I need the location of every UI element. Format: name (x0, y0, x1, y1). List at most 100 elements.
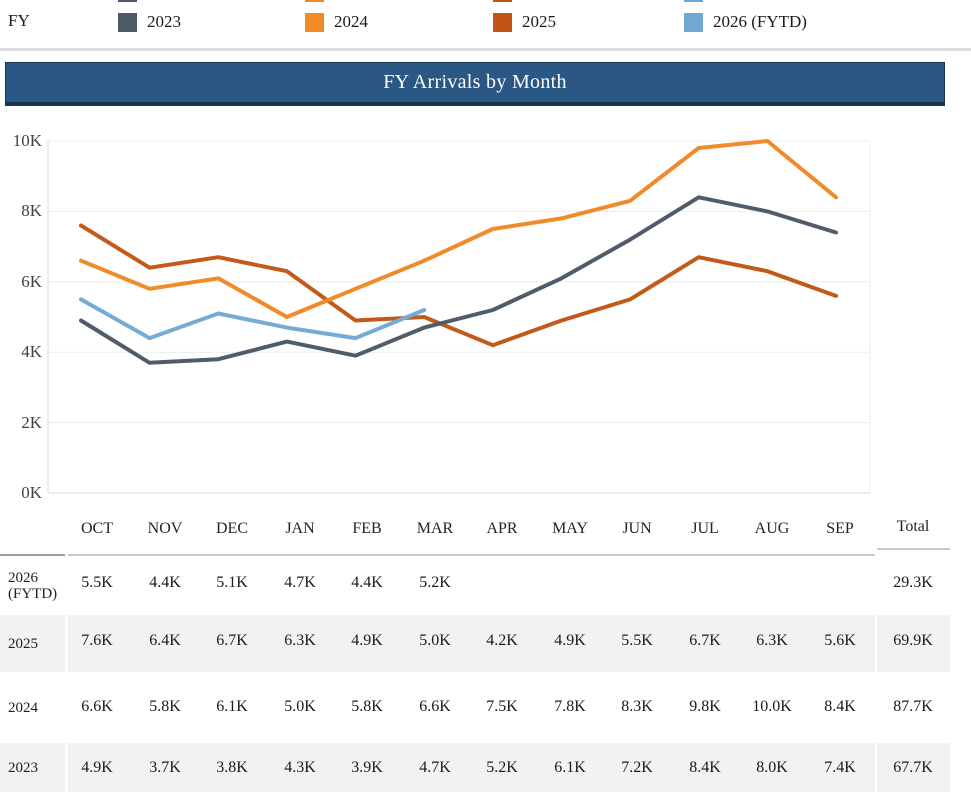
table-cell[interactable]: 8.4K (824, 698, 856, 715)
table-cell[interactable]: 5.5K (81, 574, 113, 591)
table-cell[interactable]: 3.9K (351, 759, 383, 776)
column-header-total[interactable]: Total (896, 518, 930, 535)
row-stripe (68, 743, 875, 792)
column-header-jul[interactable]: JUL (691, 520, 719, 537)
row-label-2026-fytd[interactable]: 2026 (FYTD) (8, 569, 58, 602)
table-cell-total[interactable]: 67.7K (893, 759, 933, 776)
table-cell-total[interactable]: 69.9K (893, 632, 933, 649)
table-cell-total[interactable]: 87.7K (893, 698, 933, 715)
legend-item-2023[interactable]: 2023 (118, 12, 181, 32)
table-cell[interactable]: 4.7K (284, 574, 316, 591)
legend-peek-strip (118, 0, 137, 2)
table-cell[interactable]: 8.4K (689, 759, 721, 776)
table-cell[interactable]: 6.6K (81, 698, 113, 715)
legend-item-2025[interactable]: 2025 (493, 12, 556, 32)
row-stripe (0, 743, 65, 792)
legend-swatch-icon (305, 12, 324, 32)
table-cell[interactable]: 7.8K (554, 698, 586, 715)
table-cell[interactable]: 4.9K (81, 759, 113, 776)
table-cell[interactable]: 4.9K (554, 632, 586, 649)
table-cell[interactable]: 10.0K (752, 698, 792, 715)
column-header-dec[interactable]: DEC (216, 520, 248, 537)
column-header-nov[interactable]: NOV (147, 520, 183, 537)
table-cell[interactable]: 4.4K (149, 574, 181, 591)
table-cell[interactable]: 8.0K (756, 759, 788, 776)
table-cell[interactable]: 5.6K (824, 632, 856, 649)
legend-swatch-icon (118, 12, 137, 32)
table-cell[interactable]: 7.2K (621, 759, 653, 776)
table-cell[interactable]: 7.5K (486, 698, 518, 715)
column-header-may[interactable]: MAY (552, 520, 588, 537)
chart-line-2024[interactable] (79, 139, 838, 319)
table-cell[interactable]: 7.6K (81, 632, 113, 649)
chart-line-2025[interactable] (79, 223, 838, 348)
table-cell[interactable]: 4.7K (419, 759, 451, 776)
table-cell[interactable]: 6.7K (689, 632, 721, 649)
table-cell[interactable]: 7.4K (824, 759, 856, 776)
table-cell[interactable]: 5.2K (419, 574, 451, 591)
legend-swatch-icon (684, 12, 703, 32)
table-cell[interactable]: 6.7K (216, 632, 248, 649)
table-cell[interactable]: 6.3K (284, 632, 316, 649)
table-cell[interactable]: 6.4K (149, 632, 181, 649)
legend-peek-strip (305, 0, 324, 2)
chart-title-bar: FY Arrivals by Month (5, 62, 945, 106)
legend-item-label: 2026 (FYTD) (713, 12, 807, 31)
column-header-oct[interactable]: OCT (81, 520, 113, 537)
column-header-jun[interactable]: JUN (622, 520, 652, 537)
legend-peek-strip (684, 0, 703, 2)
column-header-sep[interactable]: SEP (826, 520, 854, 537)
table-cell[interactable]: 5.8K (149, 698, 181, 715)
chart-title: FY Arrivals by Month (383, 71, 567, 93)
table-cell[interactable]: 6.3K (756, 632, 788, 649)
row-stripe (877, 615, 950, 672)
y-axis-tick-label: 2K (21, 412, 42, 432)
table-cell[interactable]: 6.1K (554, 759, 586, 776)
column-header-feb[interactable]: FEB (352, 520, 382, 537)
table-cell[interactable]: 6.1K (216, 698, 248, 715)
legend-item-2024[interactable]: 2024 (305, 12, 368, 32)
table-cell[interactable]: 6.6K (419, 698, 451, 715)
column-header-apr[interactable]: APR (486, 520, 518, 537)
table-cell[interactable]: 3.7K (149, 759, 181, 776)
fy-legend: FY 2023 2024 2025 2026 (FYTD) (0, 0, 971, 48)
table-cell[interactable]: 5.1K (216, 574, 248, 591)
y-axis-tick-label: 8K (21, 201, 42, 221)
legend-swatch-icon (493, 12, 512, 32)
table-cell[interactable]: 5.5K (621, 632, 653, 649)
y-axis-tick-label: 0K (21, 483, 42, 502)
y-axis-tick-label: 4K (21, 342, 42, 362)
row-stripe (877, 743, 950, 792)
column-header-aug[interactable]: AUG (754, 520, 790, 537)
chart-line-2026-fytd[interactable] (79, 297, 427, 341)
table-cell[interactable]: 8.3K (621, 698, 653, 715)
table-cell[interactable]: 5.2K (486, 759, 518, 776)
table-cell-total[interactable]: 29.3K (893, 574, 933, 591)
legend-peek-strip (493, 0, 512, 2)
legend-item-2026-fytd[interactable]: 2026 (FYTD) (684, 12, 807, 32)
header-underline-main (68, 554, 875, 556)
y-axis-tick-label: 6K (21, 271, 42, 291)
y-axis-tick-label: 10K (12, 131, 42, 150)
table-cell[interactable]: 5.0K (284, 698, 316, 715)
legend-item-label: 2023 (147, 12, 181, 31)
row-stripe (68, 615, 875, 672)
table-cell[interactable]: 5.0K (419, 632, 451, 649)
row-stripe (0, 615, 65, 672)
chart-line-2023[interactable] (79, 195, 838, 365)
table-cell[interactable]: 3.8K (216, 759, 248, 776)
table-cell[interactable]: 4.4K (351, 574, 383, 591)
column-header-mar[interactable]: MAR (416, 520, 454, 537)
column-header-jan[interactable]: JAN (285, 520, 315, 537)
table-cell[interactable]: 5.8K (351, 698, 383, 715)
row-label-2025[interactable]: 2025 (8, 635, 38, 652)
header-underline-total (877, 548, 950, 550)
row-label-2023[interactable]: 2023 (8, 759, 38, 776)
legend-item-label: 2025 (522, 12, 556, 31)
row-label-2024[interactable]: 2024 (8, 699, 38, 716)
table-cell[interactable]: 4.3K (284, 759, 316, 776)
table-cell[interactable]: 9.8K (689, 698, 721, 715)
table-cell[interactable]: 4.2K (486, 632, 518, 649)
arrivals-line-chart (47, 139, 871, 494)
table-cell[interactable]: 4.9K (351, 632, 383, 649)
